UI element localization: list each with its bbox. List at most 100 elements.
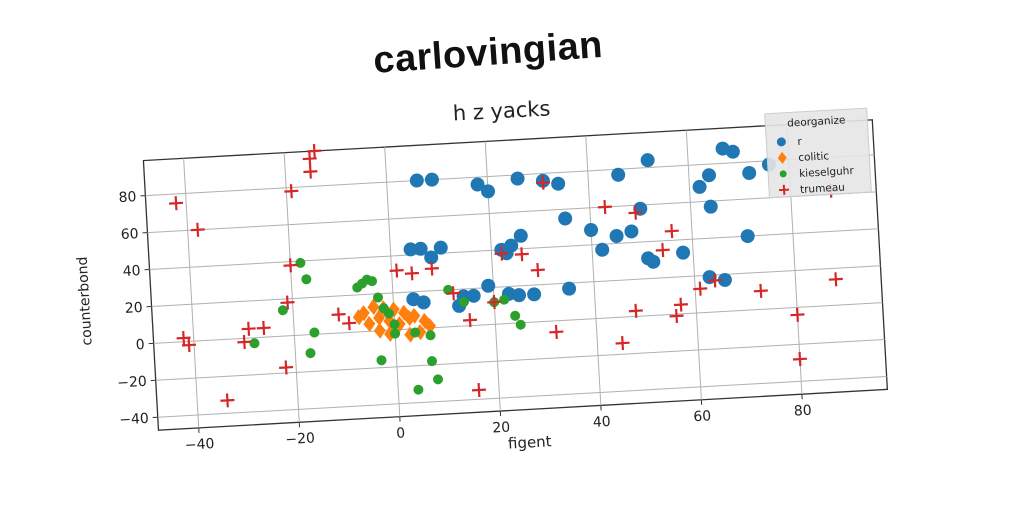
point-r xyxy=(481,184,496,199)
legend-label-kieselguhr: kieselguhr xyxy=(799,165,855,180)
point-colitic xyxy=(373,322,386,339)
point-colitic xyxy=(404,326,417,343)
point-kieselguhr xyxy=(372,292,383,303)
point-kieselguhr xyxy=(389,319,400,330)
legend-marker-r xyxy=(776,137,786,147)
legend-label-r: r xyxy=(797,136,803,148)
x-tick-label: 40 xyxy=(592,414,611,431)
point-kieselguhr xyxy=(309,327,320,338)
point-trumeau xyxy=(169,196,184,211)
point-trumeau xyxy=(190,222,205,237)
point-r xyxy=(701,168,716,183)
legend-marker-kieselguhr xyxy=(779,170,787,178)
point-colitic xyxy=(363,315,376,332)
point-kieselguhr xyxy=(305,348,316,359)
point-kieselguhr xyxy=(277,305,288,316)
point-trumeau xyxy=(790,307,805,322)
point-kieselguhr xyxy=(425,330,436,341)
point-r xyxy=(512,288,527,303)
point-colitic xyxy=(408,307,421,324)
x-tick-label: −20 xyxy=(285,430,315,448)
point-trumeau xyxy=(404,266,419,281)
point-r xyxy=(595,242,610,257)
point-trumeau xyxy=(256,320,271,336)
legend-title: deorganize xyxy=(787,114,846,129)
point-trumeau xyxy=(597,199,612,215)
point-kieselguhr xyxy=(515,319,526,330)
point-trumeau xyxy=(279,360,294,375)
point-trumeau xyxy=(237,334,252,350)
point-r xyxy=(527,287,542,302)
point-trumeau xyxy=(753,283,768,298)
x-gridline xyxy=(183,158,200,428)
point-kieselguhr xyxy=(499,294,510,305)
y-tick-label: 0 xyxy=(135,337,145,353)
point-trumeau xyxy=(549,324,564,340)
point-r xyxy=(513,228,528,243)
point-colitic xyxy=(373,309,386,326)
point-kieselguhr xyxy=(367,276,378,287)
point-trumeau xyxy=(331,307,346,322)
data-marks xyxy=(169,141,843,408)
point-r xyxy=(676,245,691,260)
point-colitic xyxy=(357,305,370,322)
point-r xyxy=(609,228,624,243)
point-trumeau xyxy=(664,224,679,239)
y-gridline xyxy=(145,154,875,197)
x-tick-label: 60 xyxy=(693,408,712,425)
x-tick-label: −40 xyxy=(184,436,214,454)
plot-area: −40 −20 0 20 40 60 80 −40 −20 0 20 40 60 80 figent co… xyxy=(75,107,889,454)
point-trumeau xyxy=(389,263,404,278)
point-r xyxy=(558,211,573,226)
x-tick-label: 0 xyxy=(396,425,406,441)
point-r xyxy=(433,240,448,255)
point-colitic xyxy=(367,299,380,315)
point-kieselguhr xyxy=(383,308,394,319)
point-trumeau xyxy=(535,175,551,190)
point-r xyxy=(481,278,496,293)
y-axis-label: counterbond xyxy=(75,256,96,346)
y-gridline xyxy=(151,265,881,307)
axis-ticks: −40 −20 0 20 40 60 80 −40 −20 0 20 40 60 80 xyxy=(117,189,813,454)
point-trumeau xyxy=(792,352,807,367)
x-gridline xyxy=(585,135,602,406)
point-trumeau xyxy=(303,164,318,179)
point-kieselguhr xyxy=(426,356,437,367)
point-colitic xyxy=(387,301,400,318)
point-kieselguhr xyxy=(295,257,306,268)
point-trumeau xyxy=(471,382,487,398)
point-kieselguhr xyxy=(301,274,312,285)
point-r xyxy=(510,171,525,186)
point-r xyxy=(740,229,755,244)
x-tick-label: 20 xyxy=(492,420,511,437)
point-r xyxy=(584,223,599,238)
plot-background xyxy=(142,119,889,431)
legend-label-trumeau: trumeau xyxy=(800,181,845,195)
point-r xyxy=(504,238,519,253)
point-r xyxy=(717,272,732,287)
point-trumeau xyxy=(530,262,545,278)
x-gridline xyxy=(283,152,300,423)
point-trumeau xyxy=(669,308,684,324)
point-trumeau xyxy=(181,338,197,353)
y-gridline xyxy=(147,191,877,234)
point-r xyxy=(409,173,424,188)
point-trumeau xyxy=(446,286,461,301)
point-r xyxy=(640,153,655,168)
point-kieselguhr xyxy=(249,338,260,349)
y-tick-label: 60 xyxy=(120,226,139,243)
point-kieselguhr xyxy=(458,296,469,307)
point-r xyxy=(611,167,626,182)
point-r xyxy=(624,224,639,239)
y-tick-label: 80 xyxy=(118,189,137,206)
y-tick-label: −40 xyxy=(119,411,149,429)
point-r xyxy=(725,144,740,159)
point-trumeau xyxy=(828,272,843,287)
x-tick-label: 80 xyxy=(794,403,813,420)
point-trumeau xyxy=(424,261,439,276)
point-r xyxy=(413,241,428,256)
point-r xyxy=(416,295,431,310)
point-trumeau xyxy=(283,258,298,273)
x-gridline xyxy=(685,130,702,400)
